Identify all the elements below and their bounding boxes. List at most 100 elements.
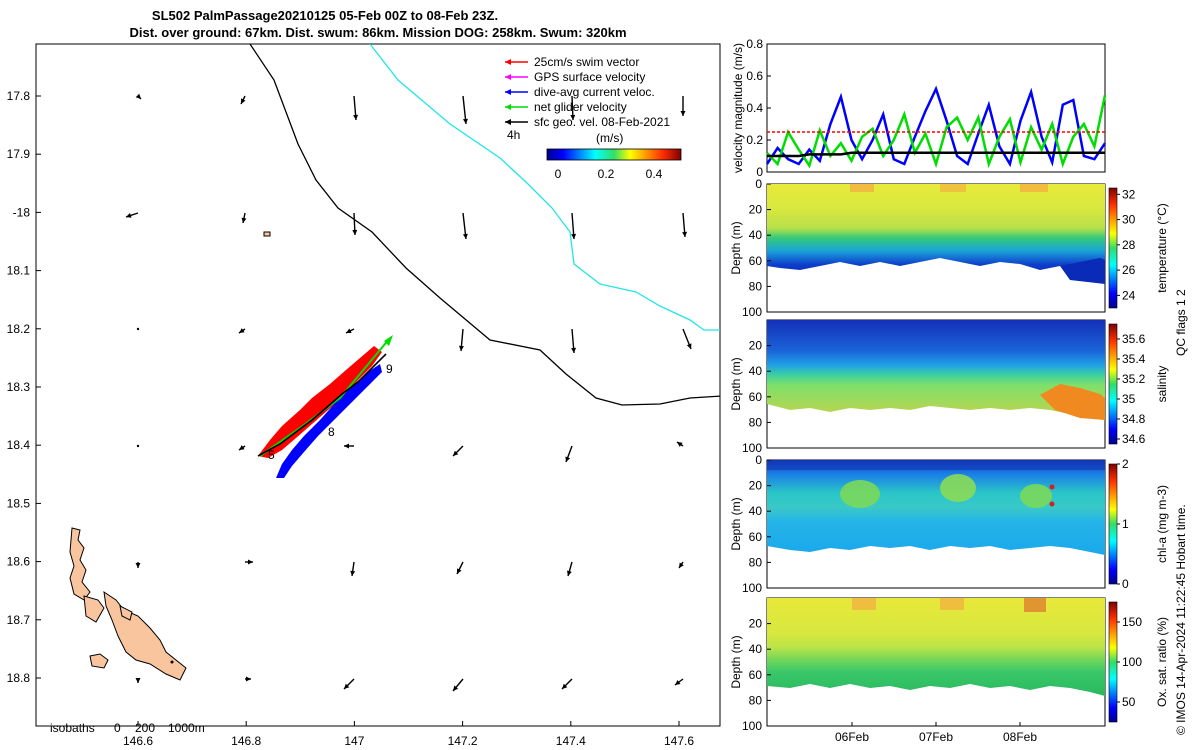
legend-arrowhead [505,74,511,80]
depth-axis-label: Depth (m) [729,635,743,688]
day-label-end: 9 [386,362,393,376]
section-axes: 0 20 40 60 80 100 Depth (m) 20 40 60 80 100 Depth (m… [729,177,1037,744]
lat-tick-label: -18 [13,205,31,219]
velocity-tick-label: 0.8 [746,37,763,51]
depth-tick-label: 80 [749,279,763,293]
velocity-tick-label: 0 [756,165,763,179]
geo-vector-head [571,233,577,239]
section-colorbar [1108,601,1118,723]
lon-tick-label: 147.4 [556,734,586,748]
geo-vector-head [571,347,577,353]
geo-vector-head [246,676,251,682]
isobath-legend: isobaths 0 200 1000m [50,721,205,735]
geo-vector-head [135,678,141,683]
depth-axis-label: Depth (m) [729,357,743,410]
lon-tick-label: 147.2 [448,734,478,748]
geo-vector-head [686,343,692,349]
land-islet-1 [263,231,271,237]
depth-tick-label: 60 [749,530,763,544]
depth-tick-label: 100 [742,441,762,455]
colorbar-tick-label: 1 [1122,517,1129,531]
legend-arrowhead [505,89,511,95]
colorbar-label: temperature (°C) [1155,203,1169,293]
colorbar-tick-label: 34.8 [1122,412,1146,426]
date-tick-label: 07Feb [919,730,953,744]
oxygen-high-patch-2 [940,598,964,610]
chl-outlier-2 [1049,501,1055,507]
title-line-1: SL502 PalmPassage20210125 05-Feb 00Z to … [152,8,498,23]
legend-scale-label: 4h [507,128,520,142]
chl-bloom-3 [1020,484,1052,508]
velocity-series-line [767,151,1105,158]
net-velocity-arrowhead [384,335,393,346]
colorbar-tick-label: 35.2 [1122,372,1146,386]
velocity-tick-label: 0.6 [746,69,763,83]
isobath-200m [249,44,720,406]
colorbar-label: chl-a (mg m-3) [1155,485,1169,563]
depth-tick-label: 20 [749,617,763,631]
depth-tick-label: 40 [749,228,763,242]
depth-tick-label: 20 [749,203,763,217]
depth-tick-label: 40 [749,504,763,518]
depth-axis-label: Depth (m) [729,497,743,550]
geostrophic-vectors [125,93,692,692]
depth-tick-label: 80 [749,415,763,429]
geo-vector-head [135,93,141,99]
temperature-warm-patch-3 [1020,184,1048,192]
velocity-tick-label: 0.2 [746,133,763,147]
date-tick-label: 06Feb [835,730,869,744]
geo-vector-head [682,231,688,237]
depth-tick-label: 100 [742,305,762,319]
depth-axis-label: Depth (m) [729,221,743,274]
land-island-2 [83,595,105,623]
colorbar-tick-label: 30 [1122,213,1136,227]
map-colorbar-tick-label: 0 [555,167,562,181]
legend-arrowhead [505,119,511,125]
isobath-value-1000: 1000m [168,721,205,735]
colorbar-tick-label: 150 [1122,615,1142,629]
temperature-warm-patch-1 [850,184,874,192]
chl-panel [766,459,1106,589]
glider-track [257,335,393,478]
colorbar-tick-label: 35 [1122,392,1136,406]
depth-tick-label: 60 [749,668,763,682]
oxygen-high-patch-1 [852,598,876,610]
chl-surface-low [767,460,1105,470]
lon-tick-label: 147.6 [664,734,694,748]
legend-label: sfc geo. vel. 08-Feb-2021 [534,115,670,129]
day-label-start: 5 [268,448,275,462]
geo-vector-head [239,328,245,333]
geo-vector-head [562,683,568,689]
depth-tick-label: 100 [742,581,762,595]
oxygen-high-patch-3 [1024,598,1046,612]
geo-vector-head [570,114,576,120]
colorbar-tick-label: 0 [1122,577,1129,591]
lat-tick-label: 18.1 [7,264,31,278]
colorbar-tick-label: 35.6 [1122,332,1146,346]
depth-tick-label: 60 [749,390,763,404]
colorbar-unit: (m/s) [596,131,623,145]
map-panel: 5 8 9 17.8 17.9 -18 18.1 18.2 18.3 18.4 18.5 18.… [7,43,721,748]
depth-tick-label: 80 [749,555,763,569]
legend-arrowhead [505,59,511,65]
lat-tick-label: 18.7 [7,613,31,627]
glider-path [257,353,387,457]
lat-tick-label: 17.9 [7,147,31,161]
oxygen-field [767,598,1105,696]
geo-vector-head [239,445,245,450]
section-colorbar [1108,187,1118,309]
current-vectors-band [276,364,382,478]
colorbar-tick-label: 2 [1122,457,1129,471]
colorbar-tick-label: 28 [1122,238,1136,252]
land-island-4 [119,605,133,621]
geo-vector-head [680,111,686,116]
temperature-panel [766,183,1106,313]
lon-tick-label: 146.8 [231,734,261,748]
map-lon-ticks: 146.6 146.8 147 147.2 147.4 147.6 [123,721,694,748]
section-colorbar [1108,323,1118,445]
lat-tick-label: 17.8 [7,89,31,103]
temperature-deep-patch [1060,258,1105,284]
isobath-label: isobaths [50,721,95,735]
section-colorbar [1108,463,1118,585]
